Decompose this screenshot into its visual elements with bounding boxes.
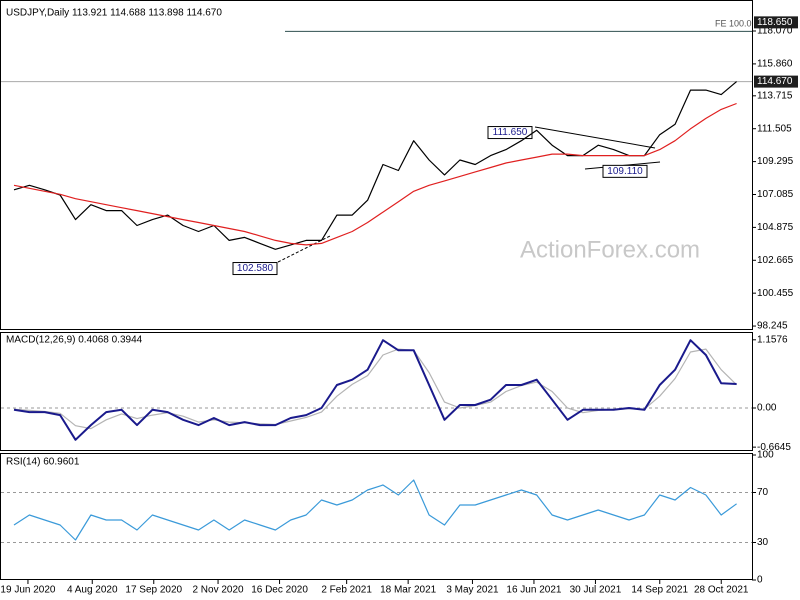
x-tick-label: 3 May 2021 bbox=[446, 585, 499, 596]
price-badge-label: 118.650 bbox=[757, 17, 793, 28]
y-tick-label: 30 bbox=[757, 537, 769, 548]
x-tick-label: 2 Nov 2020 bbox=[192, 585, 244, 596]
price-badge bbox=[754, 16, 798, 29]
level-box bbox=[232, 262, 278, 276]
y-tick-label: 109.295 bbox=[757, 156, 794, 167]
x-tick-label: 4 Aug 2020 bbox=[67, 585, 118, 596]
series-line bbox=[13, 102, 737, 246]
level-box bbox=[487, 126, 533, 140]
y-tick-label: 70 bbox=[757, 487, 769, 498]
x-tick-label: 28 Oct 2021 bbox=[694, 585, 749, 596]
level-label: 102.580 bbox=[237, 263, 274, 274]
series-line bbox=[13, 339, 737, 441]
y-tick-label: 100 bbox=[757, 450, 774, 461]
fibo-label: FE 100.0 bbox=[715, 19, 752, 29]
y-tick-label: 113.715 bbox=[757, 90, 793, 101]
x-tick-label: 16 Dec 2020 bbox=[251, 585, 308, 596]
y-tick-label: 1.1576 bbox=[757, 334, 788, 345]
macd-panel-frame bbox=[0, 332, 753, 451]
series-line bbox=[13, 81, 737, 250]
rsi-panel-frame bbox=[0, 453, 753, 580]
y-tick-label: 102.665 bbox=[757, 255, 794, 266]
y-tick-label: 118.070 bbox=[757, 26, 793, 37]
level-box bbox=[602, 164, 648, 178]
x-tick-label: 14 Sep 2021 bbox=[631, 585, 688, 596]
y-tick-label: 0.00 bbox=[757, 403, 777, 414]
x-tick-label: 18 Mar 2021 bbox=[380, 585, 437, 596]
x-tick-label: 19 Jun 2020 bbox=[0, 585, 55, 596]
x-tick-label: 16 Jun 2021 bbox=[506, 585, 561, 596]
y-tick-label: 115.860 bbox=[757, 59, 793, 70]
y-tick-label: 98.245 bbox=[757, 321, 788, 332]
level-label: 109.110 bbox=[607, 166, 643, 177]
y-tick-label: 111.505 bbox=[757, 123, 792, 134]
watermark: ActionForex.com bbox=[520, 236, 700, 263]
x-tick-label: 2 Feb 2021 bbox=[321, 585, 372, 596]
series-line bbox=[13, 479, 737, 541]
y-tick-label: 0 bbox=[757, 575, 763, 586]
trendline bbox=[534, 126, 656, 149]
panel-title: RSI(14) 60.9601 bbox=[6, 457, 80, 468]
y-tick-label: -0.6645 bbox=[757, 442, 791, 453]
panel-title: MACD(12,26,9) 0.4068 0.3944 bbox=[6, 335, 143, 346]
panel-title: USDJPY,Daily 113.921 114.688 113.898 114… bbox=[6, 8, 222, 19]
price-badge-label: 114.670 bbox=[757, 76, 793, 87]
y-tick-label: 100.455 bbox=[757, 288, 794, 299]
level-label: 111.650 bbox=[493, 127, 528, 138]
y-tick-label: 104.875 bbox=[757, 222, 794, 233]
price-panel-frame bbox=[0, 0, 753, 330]
y-tick-label: 107.085 bbox=[757, 189, 794, 200]
x-tick-label: 30 Jul 2021 bbox=[570, 585, 622, 596]
x-tick-label: 17 Sep 2020 bbox=[125, 585, 182, 596]
price-badge bbox=[754, 75, 798, 88]
